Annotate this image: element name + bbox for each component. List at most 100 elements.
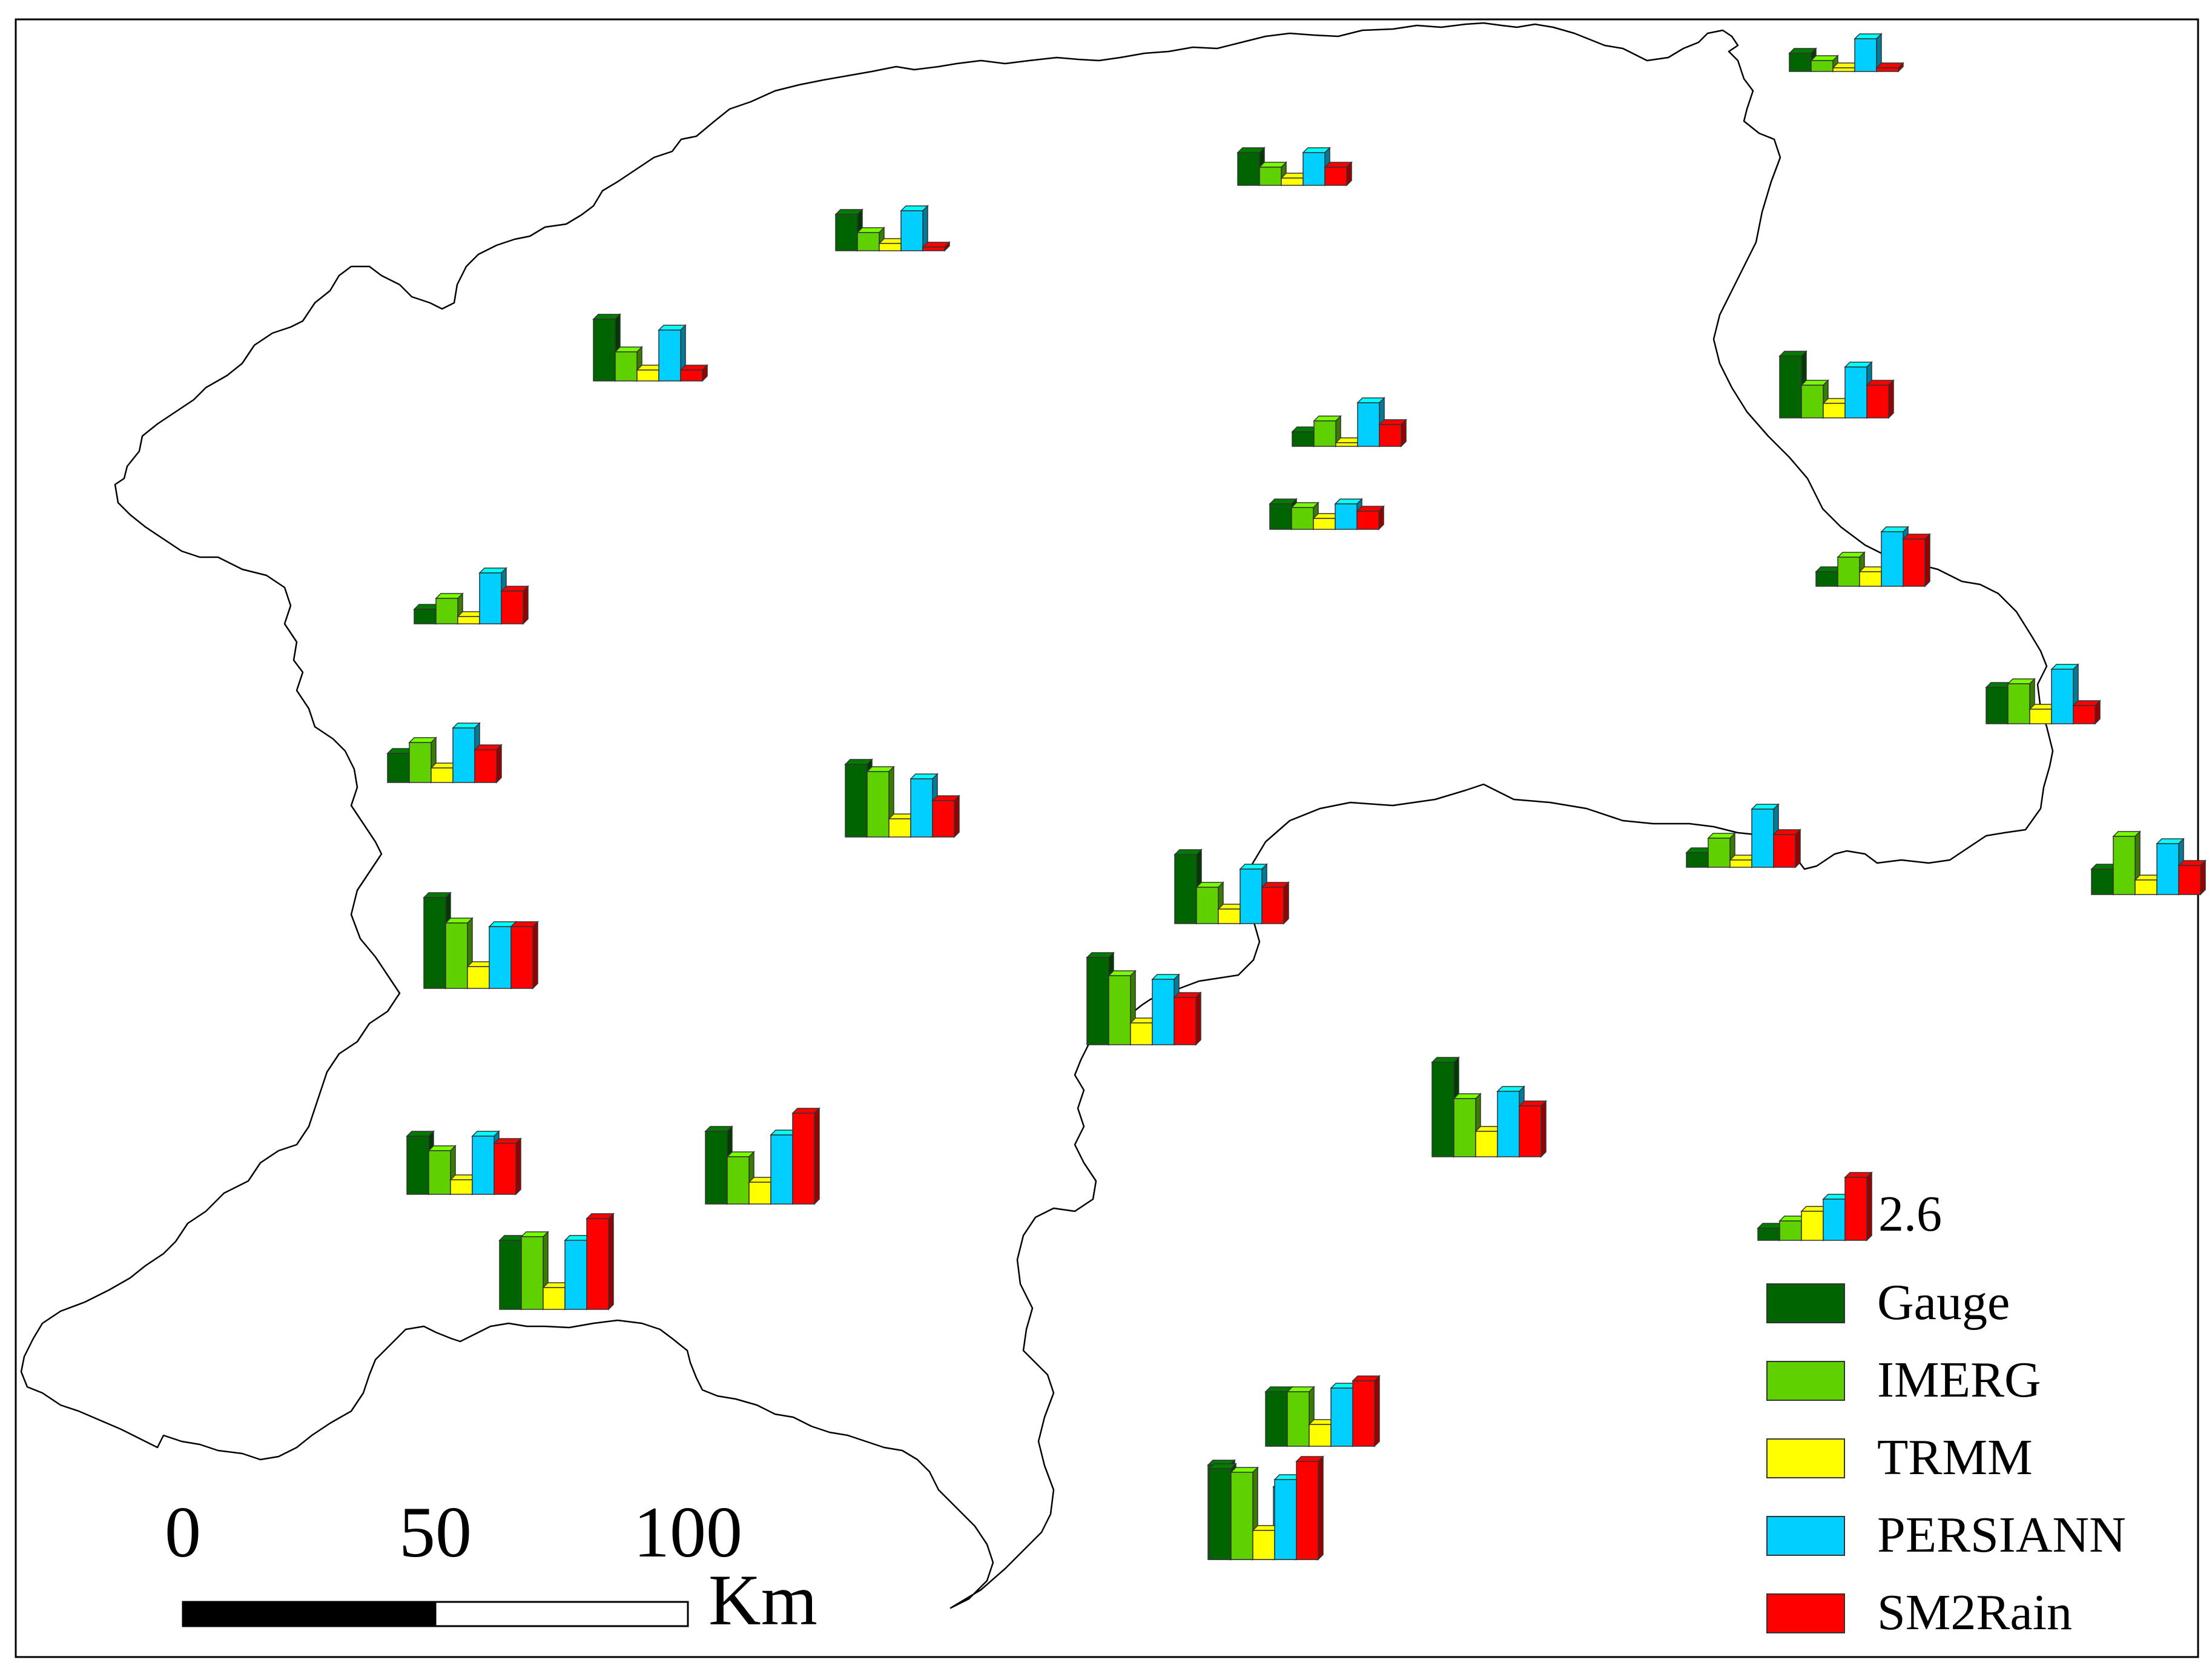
station-chart-15-bar-trmm: [1218, 908, 1241, 924]
map-border: [15, 18, 2199, 1658]
station-chart-24-bar-gauge: [1209, 1468, 1232, 1560]
station-chart-11-bar-sm2rain-side: [496, 744, 502, 784]
station-chart-9-bar-persiann: [479, 572, 502, 624]
station-chart-20-bar-trmm: [748, 1182, 771, 1205]
station-chart-13-bar-gauge: [2091, 868, 2114, 895]
station-chart-8: [1815, 526, 1931, 587]
station-chart-21: [498, 1212, 615, 1311]
station-chart-4-bar-imerg: [615, 351, 638, 382]
station-chart-10-bar-sm2rain: [2073, 705, 2096, 724]
basin-boundary: [20, 22, 2054, 1609]
station-chart-7: [1269, 498, 1385, 531]
station-chart-13-bar-imerg: [2113, 836, 2136, 895]
station-chart-11-bar-trmm: [431, 767, 454, 783]
station-chart-22-bar-trmm: [1309, 1424, 1332, 1447]
station-chart-21-bar-gauge: [499, 1240, 522, 1310]
legend-reference-chart-bar-imerg: [1779, 1220, 1802, 1241]
station-chart-24-bar-imerg: [1230, 1472, 1253, 1560]
station-chart-17-bar-sm2rain-side: [1195, 991, 1201, 1046]
station-chart-6-bar-sm2rain-side: [1401, 418, 1407, 448]
station-chart-3: [834, 205, 951, 252]
station-chart-3-bar-trmm: [879, 243, 902, 251]
station-chart-6-bar-sm2rain: [1379, 424, 1402, 447]
legend-label-trmm: TRMM: [1877, 1429, 2033, 1486]
station-chart-8-bar-sm2rain-side: [1924, 533, 1930, 587]
station-chart-11-bar-sm2rain: [474, 749, 497, 783]
station-chart-15-bar-sm2rain-side: [1283, 881, 1289, 925]
station-chart-3-bar-sm2rain: [922, 246, 945, 251]
legend-swatch-persiann: [1766, 1516, 1845, 1556]
station-chart-21-bar-imerg: [521, 1236, 544, 1310]
station-chart-18-bar-trmm: [450, 1179, 473, 1195]
station-chart-11: [386, 722, 503, 784]
station-chart-19-bar-gauge: [1431, 1062, 1454, 1157]
station-chart-4-bar-persiann: [658, 329, 681, 382]
station-chart-24-bar-sm2rain: [1296, 1461, 1319, 1560]
station-chart-2-bar-trmm: [1281, 177, 1304, 186]
legend-reference-chart-bar-trmm: [1801, 1211, 1824, 1241]
station-chart-5-bar-sm2rain-side: [1888, 379, 1894, 419]
station-chart-17-bar-imerg: [1108, 975, 1131, 1045]
station-chart-8-bar-sm2rain: [1903, 538, 1926, 587]
station-chart-3-bar-imerg: [857, 232, 880, 251]
station-chart-21-bar-trmm: [543, 1287, 566, 1310]
station-chart-9-bar-imerg: [435, 598, 458, 624]
station-chart-18-bar-gauge: [406, 1136, 429, 1195]
station-chart-5-bar-trmm: [1823, 403, 1846, 418]
station-chart-1-bar-gauge: [1789, 53, 1812, 72]
station-chart-12-bar-gauge: [1686, 852, 1709, 868]
station-chart-19-bar-trmm: [1475, 1131, 1498, 1157]
station-chart-17-bar-sm2rain: [1174, 997, 1197, 1045]
station-chart-7-bar-gauge: [1269, 503, 1292, 530]
station-chart-16-bar-sm2rain: [510, 926, 533, 989]
station-chart-5-bar-gauge: [1779, 356, 1802, 418]
scale-bar-white-segment: [434, 1601, 689, 1627]
station-chart-13-bar-trmm: [2134, 879, 2158, 895]
station-chart-1: [1788, 33, 1904, 73]
station-chart-21-bar-sm2rain-side: [608, 1212, 614, 1311]
station-chart-19-bar-persiann: [1497, 1091, 1520, 1157]
legend-size-value: 2.6: [1878, 1186, 1942, 1242]
station-chart-4-bar-gauge: [593, 319, 616, 382]
station-chart-9: [413, 567, 529, 625]
station-chart-10-bar-gauge: [1986, 687, 2009, 724]
station-chart-19-bar-sm2rain-side: [1540, 1100, 1547, 1158]
station-chart-1-bar-persiann: [1854, 38, 1877, 72]
station-chart-7-bar-imerg: [1291, 507, 1314, 530]
station-chart-11-bar-persiann: [452, 727, 475, 783]
station-chart-22-bar-sm2rain-side: [1374, 1375, 1380, 1447]
station-chart-3-bar-gauge: [835, 214, 858, 251]
legend-reference-chart-bar-persiann: [1823, 1199, 1846, 1241]
station-chart-10: [1985, 663, 2101, 725]
station-chart-22-bar-sm2rain: [1352, 1380, 1375, 1447]
station-chart-1-bar-sm2rain: [1876, 67, 1899, 72]
station-chart-17: [1086, 951, 1202, 1046]
station-chart-12-bar-sm2rain: [1773, 834, 1796, 868]
station-chart-22-bar-persiann: [1330, 1388, 1353, 1447]
station-chart-8-bar-trmm: [1859, 571, 1882, 587]
station-chart-24-bar-sm2rain-side: [1318, 1455, 1324, 1561]
station-chart-5-bar-imerg: [1801, 385, 1824, 418]
station-chart-15-bar-imerg: [1196, 887, 1219, 924]
station-chart-13-bar-persiann: [2156, 843, 2179, 895]
station-chart-16: [423, 891, 539, 990]
station-chart-12-bar-persiann: [1751, 809, 1774, 868]
station-chart-16-bar-sm2rain-side: [532, 921, 538, 990]
station-chart-5-bar-persiann: [1844, 366, 1867, 418]
station-chart-2-bar-persiann: [1302, 152, 1326, 186]
station-chart-22-bar-gauge: [1265, 1391, 1288, 1447]
station-chart-14-bar-gauge: [845, 764, 868, 838]
station-chart-12-bar-imerg: [1708, 838, 1731, 868]
station-chart-2: [1236, 147, 1353, 187]
station-chart-6-bar-gauge: [1292, 431, 1315, 447]
station-chart-8-bar-gauge: [1815, 571, 1838, 587]
scale-unit: Km: [708, 1560, 817, 1640]
station-chart-24-bar-persiann: [1274, 1479, 1297, 1560]
station-chart-15-bar-persiann: [1240, 868, 1263, 924]
legend-reference-chart-bar-sm2rain: [1844, 1177, 1867, 1241]
station-chart-19-bar-sm2rain: [1519, 1105, 1542, 1157]
station-chart-18-bar-imerg: [428, 1150, 451, 1195]
station-chart-12: [1685, 803, 1801, 868]
station-chart-6-bar-imerg: [1313, 420, 1336, 447]
